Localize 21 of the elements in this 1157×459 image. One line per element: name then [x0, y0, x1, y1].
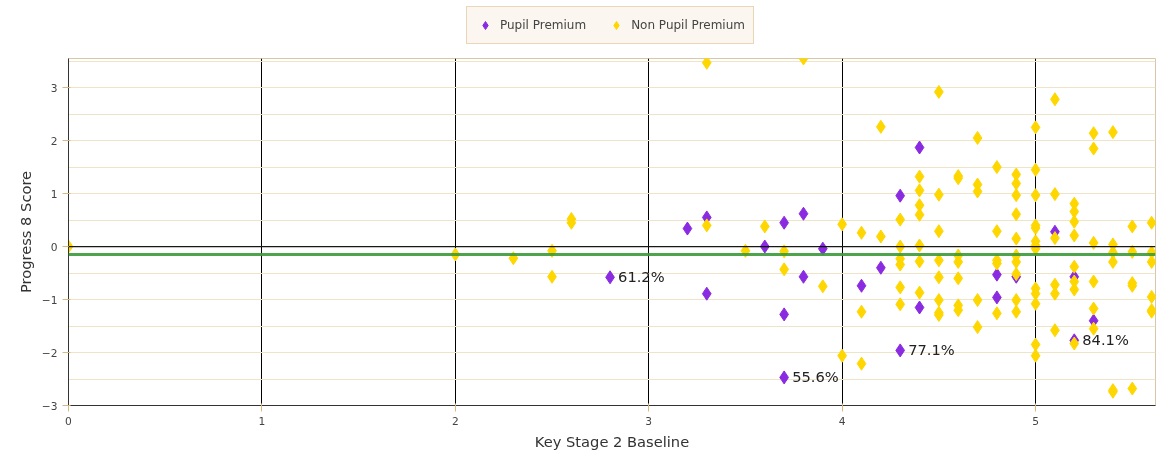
- legend-label: Non Pupil Premium: [631, 18, 746, 32]
- x-tick-label: 5: [1032, 414, 1039, 428]
- x-axis-title: Key Stage 2 Baseline: [534, 432, 690, 450]
- annotation: 84.1%: [1082, 331, 1129, 349]
- annotation: 61.2%: [618, 268, 665, 286]
- legend-label: Pupil Premium: [499, 18, 587, 32]
- y-tick-label: −2: [41, 346, 58, 360]
- x-tick-label: 1: [258, 414, 266, 428]
- annotation: 77.1%: [908, 341, 955, 359]
- x-tick-label: 0: [65, 414, 73, 428]
- y-tick-label: −3: [41, 399, 58, 413]
- y-tick-label: 1: [50, 187, 58, 201]
- y-tick-label: −1: [41, 293, 58, 307]
- y-tick-label: 3: [50, 81, 58, 95]
- y-tick-label: 0: [50, 240, 58, 254]
- annotation: 55.6%: [792, 368, 839, 386]
- y-axis-title: Progress 8 Score: [16, 170, 34, 294]
- x-tick-label: 4: [838, 414, 846, 428]
- x-tick-label: 3: [645, 414, 653, 428]
- y-tick-label: 2: [50, 134, 58, 148]
- x-tick-label: 2: [451, 414, 459, 428]
